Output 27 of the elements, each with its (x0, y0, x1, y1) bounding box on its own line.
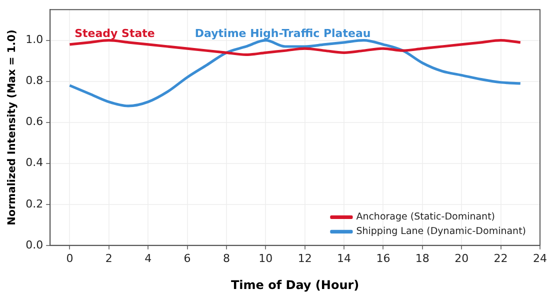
annotation: Steady State (74, 27, 155, 40)
x-tick-label: 6 (184, 252, 191, 265)
x-tick-label: 10 (258, 252, 273, 265)
x-tick-label: 14 (337, 252, 352, 265)
annotation: Daytime High-Traffic Plateau (194, 27, 371, 40)
line-series (68, 39, 522, 108)
x-tick-label: 20 (454, 252, 469, 265)
line-series (68, 39, 522, 56)
x-tick-label: 4 (144, 252, 152, 265)
x-tick-label: 12 (298, 252, 312, 265)
x-tick-label: 24 (533, 252, 547, 265)
y-tick-label: 0.8 (26, 74, 44, 88)
y-tick-label: 0.4 (26, 156, 44, 170)
x-axis-title: Time of Day (Hour) (230, 278, 360, 292)
y-tick-label: 1.0 (26, 33, 44, 46)
legend-label: Anchorage (Static-Dominant) (356, 212, 496, 223)
y-tick-label: 0.2 (26, 197, 44, 210)
x-tick-label: 18 (415, 252, 430, 265)
y-tick-label: 0.0 (26, 238, 44, 252)
y-axis-title: Normalized Intensity (Max = 1.0) (6, 30, 18, 226)
x-tick-label: 0 (66, 252, 74, 265)
x-tick-label: 2 (105, 252, 112, 265)
y-tick-label: 0.6 (26, 115, 44, 128)
legend-label: Shipping Lane (Dynamic-Dominant) (356, 226, 526, 238)
x-tick-label: 16 (376, 252, 390, 265)
x-tick-label: 22 (494, 252, 508, 265)
x-tick-label: 8 (222, 252, 230, 265)
